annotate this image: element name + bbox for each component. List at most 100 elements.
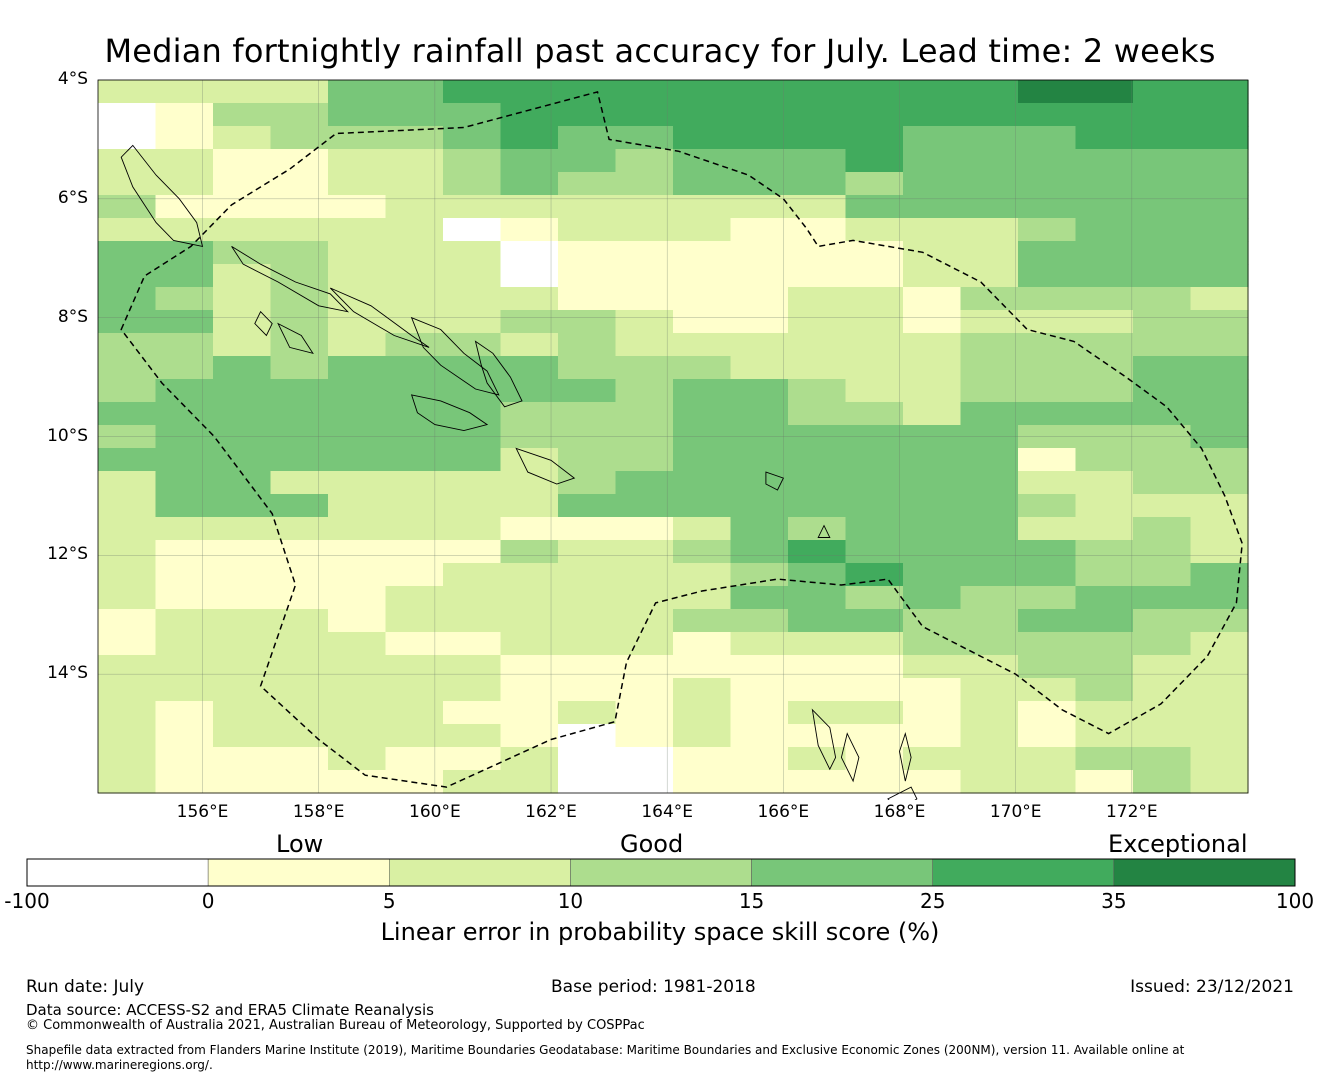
grid-cell [98,678,157,702]
grid-cell [845,747,904,771]
grid-cell [960,425,1019,449]
grid-cell [673,425,732,449]
grid-cell [500,287,559,311]
grid-cell [385,172,444,196]
grid-cell [673,287,732,311]
grid-cell [328,448,387,472]
longitude-tick-label: 172°E [1105,802,1158,822]
grid-cell [328,195,387,219]
grid-cell [1190,241,1249,265]
grid-cell [155,448,214,472]
grid-cell [903,356,962,380]
grid-cell [960,770,1019,794]
eez-boundary [120,90,1243,788]
grid-cell [730,701,789,725]
grid-cell [270,287,329,311]
grid-cell [673,218,732,242]
grid-cell [328,540,387,564]
grid-cell [385,678,444,702]
grid-cell [730,195,789,219]
grid-cell [500,563,559,587]
longitude-tick-label: 164°E [641,802,694,822]
grid-cell [903,241,962,265]
grid-cell [328,632,387,656]
grid-cell [155,264,214,288]
grid-cell [1018,241,1077,265]
grid-cell [1075,379,1134,403]
grid-cell [1133,632,1192,656]
grid-cell [673,678,732,702]
grid-cell [788,333,847,357]
latitude-tick-label: 4°S [57,69,88,89]
grid-cell [903,402,962,426]
map-title: Median fortnightly rainfall past accurac… [104,32,1216,70]
grid-cell [730,149,789,173]
grid-cell [98,747,157,771]
grid-cell [500,149,559,173]
grid-cell [213,126,272,150]
grid-cell [213,103,272,127]
grid-cell [615,586,674,610]
grid-cell [1133,356,1192,380]
grid-cell [845,126,904,150]
grid-cell [730,356,789,380]
grid-cell [155,103,214,127]
grid-cell [328,494,387,518]
grid-cell [615,264,674,288]
grid-cell [903,678,962,702]
grid-cell [1133,126,1192,150]
grid-cell [845,678,904,702]
grid-cell [155,126,214,150]
grid-cell [788,448,847,472]
grid-cell [385,655,444,679]
grid-cell [443,103,502,127]
grid-cell [845,448,904,472]
grid-cell [155,425,214,449]
grid-cell [1133,517,1192,541]
grid-cell [903,471,962,495]
colorbar-bin [932,858,1115,887]
grid-cell [615,540,674,564]
grid-cell [730,287,789,311]
grid-cell [1075,747,1134,771]
grid-cell [500,655,559,679]
grid-cell [500,195,559,219]
grid-cell [213,678,272,702]
latitude-tick-label: 8°S [57,306,88,327]
grid-cell [960,172,1019,196]
grid-cell [385,149,444,173]
grid-cell [1075,448,1134,472]
grid-cell [903,310,962,334]
grid-cell [328,471,387,495]
grid-cell [213,770,272,794]
grid-cell [500,609,559,633]
grid-cell [443,287,502,311]
island-outline [887,786,918,800]
grid-cell [845,195,904,219]
grid-cell [1133,195,1192,219]
grid-cell [385,218,444,242]
grid-cell [213,655,272,679]
island-outline [231,246,350,313]
grid-cell [615,356,674,380]
island-outline [811,708,837,771]
grid-cell [673,448,732,472]
grid-cell [328,747,387,771]
grid-cell [903,172,962,196]
grid-cell [788,218,847,242]
grid-cell [1190,333,1249,357]
grid-cell [328,770,387,794]
island-outline [410,316,500,396]
grid-cell [788,126,847,150]
grid-cell [213,310,272,334]
grid-cell [730,632,789,656]
grid-cell [903,563,962,587]
grid-cell [1075,126,1134,150]
legend-label-low: Low [276,830,324,858]
grid-cell [845,172,904,196]
grid-cell [443,701,502,725]
grid-cell [385,310,444,334]
grid-cell [730,126,789,150]
grid-cell [960,287,1019,311]
island-outline [410,394,489,432]
